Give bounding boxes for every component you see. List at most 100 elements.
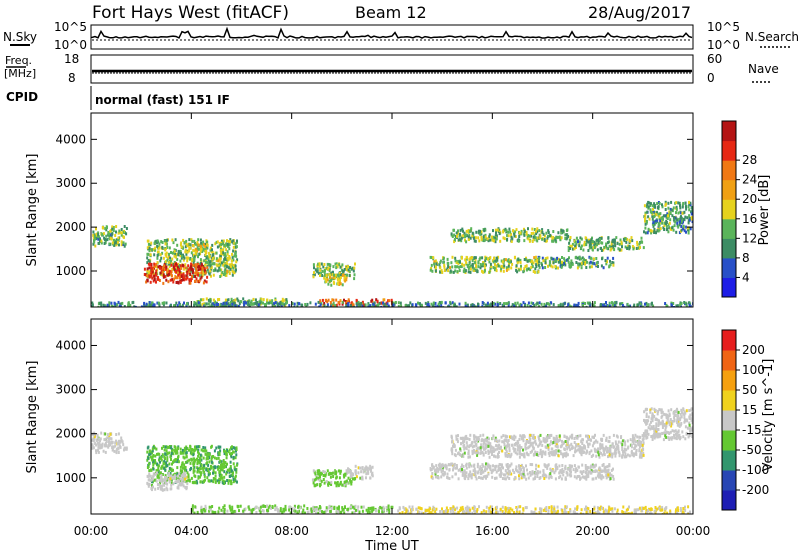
power-cell <box>112 226 115 229</box>
power-cell <box>156 244 159 248</box>
power-cell <box>654 219 657 223</box>
power-cell <box>612 239 615 243</box>
velocity-cell <box>96 435 99 439</box>
power-cell <box>467 230 470 234</box>
power-cell <box>228 255 231 258</box>
power-cell <box>666 212 669 216</box>
velocity-cell <box>318 472 321 476</box>
velocity-cell <box>465 466 468 470</box>
power-cell <box>536 227 539 231</box>
velocity-cell <box>541 474 544 478</box>
power-cell <box>449 269 452 273</box>
velocity-cell <box>179 465 182 469</box>
velocity-cell <box>336 481 339 484</box>
velocity-cell <box>161 464 164 468</box>
velocity-cell <box>220 508 223 512</box>
velocity-cell <box>420 507 423 511</box>
power-cell <box>280 302 283 306</box>
power-cell <box>516 261 519 265</box>
power-cell <box>151 301 154 305</box>
power-cell <box>115 240 118 244</box>
power-cell <box>178 272 181 276</box>
velocity-cell <box>325 506 328 510</box>
power-cell <box>591 261 594 265</box>
nsky-trace <box>91 26 693 41</box>
velocity-cell <box>584 464 587 467</box>
power-cell <box>219 257 222 261</box>
velocity-cell <box>217 467 220 471</box>
velocity-cell <box>214 471 217 475</box>
velocity-cell <box>595 476 598 480</box>
power-cell <box>197 255 199 259</box>
power-cell <box>613 248 616 252</box>
velocity-cell <box>537 471 540 475</box>
power-cell <box>657 223 660 227</box>
power-cell <box>334 304 337 307</box>
velocity-cell <box>485 476 487 480</box>
power-cell <box>179 271 182 275</box>
power-cell <box>122 243 125 246</box>
power-cell <box>576 256 579 260</box>
power-cell <box>177 262 180 266</box>
power-cell <box>242 297 245 301</box>
power-cell <box>585 266 588 269</box>
power-cell <box>532 231 535 235</box>
velocity-cell <box>411 505 414 509</box>
velocity-cell <box>464 471 467 475</box>
power-cell <box>111 241 114 245</box>
power-cell <box>171 251 174 255</box>
power-cell <box>327 282 330 286</box>
power-cell <box>164 242 167 246</box>
power-cell <box>458 302 461 306</box>
power-cell <box>527 237 530 241</box>
power-cell <box>674 220 677 224</box>
velocity-cell <box>480 467 483 470</box>
power-cell <box>129 304 132 307</box>
velocity-cell <box>610 473 613 477</box>
velocity-cell <box>506 507 508 511</box>
power-cell <box>623 305 626 307</box>
power-cell <box>624 237 627 241</box>
velocity-cell <box>457 468 460 472</box>
velocity-cell <box>491 505 493 509</box>
power-cell <box>580 244 583 248</box>
power-cell <box>332 273 335 277</box>
power-cell <box>551 237 554 241</box>
power-cell <box>339 273 342 277</box>
power-cell <box>451 301 454 305</box>
power-cell <box>194 247 197 251</box>
velocity-cell <box>282 509 285 513</box>
velocity-cell <box>321 510 323 514</box>
velocity-cell <box>217 481 220 485</box>
velocity-cell <box>451 462 454 466</box>
velocity-cell <box>313 484 316 488</box>
velocity-cell <box>354 464 357 468</box>
power-cell <box>653 231 656 234</box>
velocity-cell <box>594 470 597 473</box>
power-cell <box>281 302 284 306</box>
velocity-cell <box>482 464 485 468</box>
power-cell <box>580 261 583 265</box>
velocity-cell <box>155 469 158 473</box>
power-cell <box>517 239 520 243</box>
power-cell <box>579 236 582 240</box>
power-cell <box>218 266 221 270</box>
power-cell <box>505 302 508 306</box>
velocity-cell <box>219 449 222 453</box>
power-cell <box>199 267 202 271</box>
velocity-cell <box>230 482 233 486</box>
power-cell <box>483 305 486 307</box>
velocity-cell <box>361 466 364 470</box>
velocity-cell <box>445 506 448 510</box>
velocity-cell <box>430 511 433 514</box>
power-cell <box>358 302 361 306</box>
power-cell <box>207 251 210 255</box>
power-cell <box>322 304 325 307</box>
velocity-cell <box>523 475 526 479</box>
velocity-cell <box>547 463 550 467</box>
velocity-cell <box>196 462 199 466</box>
power-cell <box>525 268 528 272</box>
power-cell <box>473 304 476 307</box>
power-cell <box>479 229 482 233</box>
velocity-cell <box>542 472 545 476</box>
